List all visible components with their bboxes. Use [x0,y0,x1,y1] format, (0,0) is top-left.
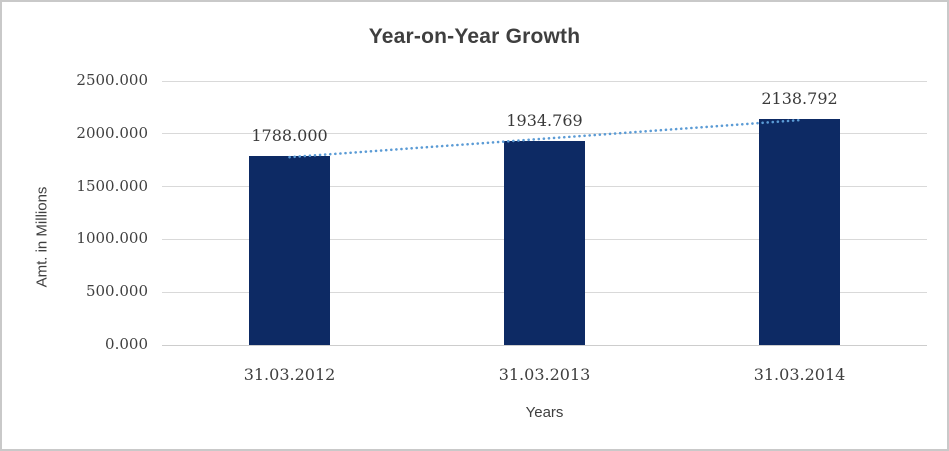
y-gridline [162,80,927,82]
bar-31.03.2014 [759,119,840,345]
data-label-31.03.2013: 1934.769 [506,110,583,130]
category-label-31.03.2013: 31.03.2013 [498,365,591,384]
category-label-31.03.2014: 31.03.2014 [753,365,846,384]
bar-31.03.2012 [249,156,330,345]
data-label-31.03.2012: 1788.000 [251,126,328,146]
chart-title: Year-on-Year Growth [368,25,581,48]
y-tick-label: 0.000 [105,335,148,353]
y-tick-label: 2500.000 [76,71,148,89]
y-tick-label: 500.000 [85,282,148,301]
bar-31.03.2013 [504,140,585,345]
y-tick-label: 2000.000 [76,123,148,142]
y-tick-label: 1500.000 [76,176,148,195]
x-axis-title: Years [525,404,564,421]
y-tick-label: 1000.000 [76,229,148,248]
category-label-31.03.2012: 31.03.2012 [243,365,336,384]
data-label-31.03.2014: 2138.792 [761,89,838,109]
x-axis-line [162,344,927,346]
